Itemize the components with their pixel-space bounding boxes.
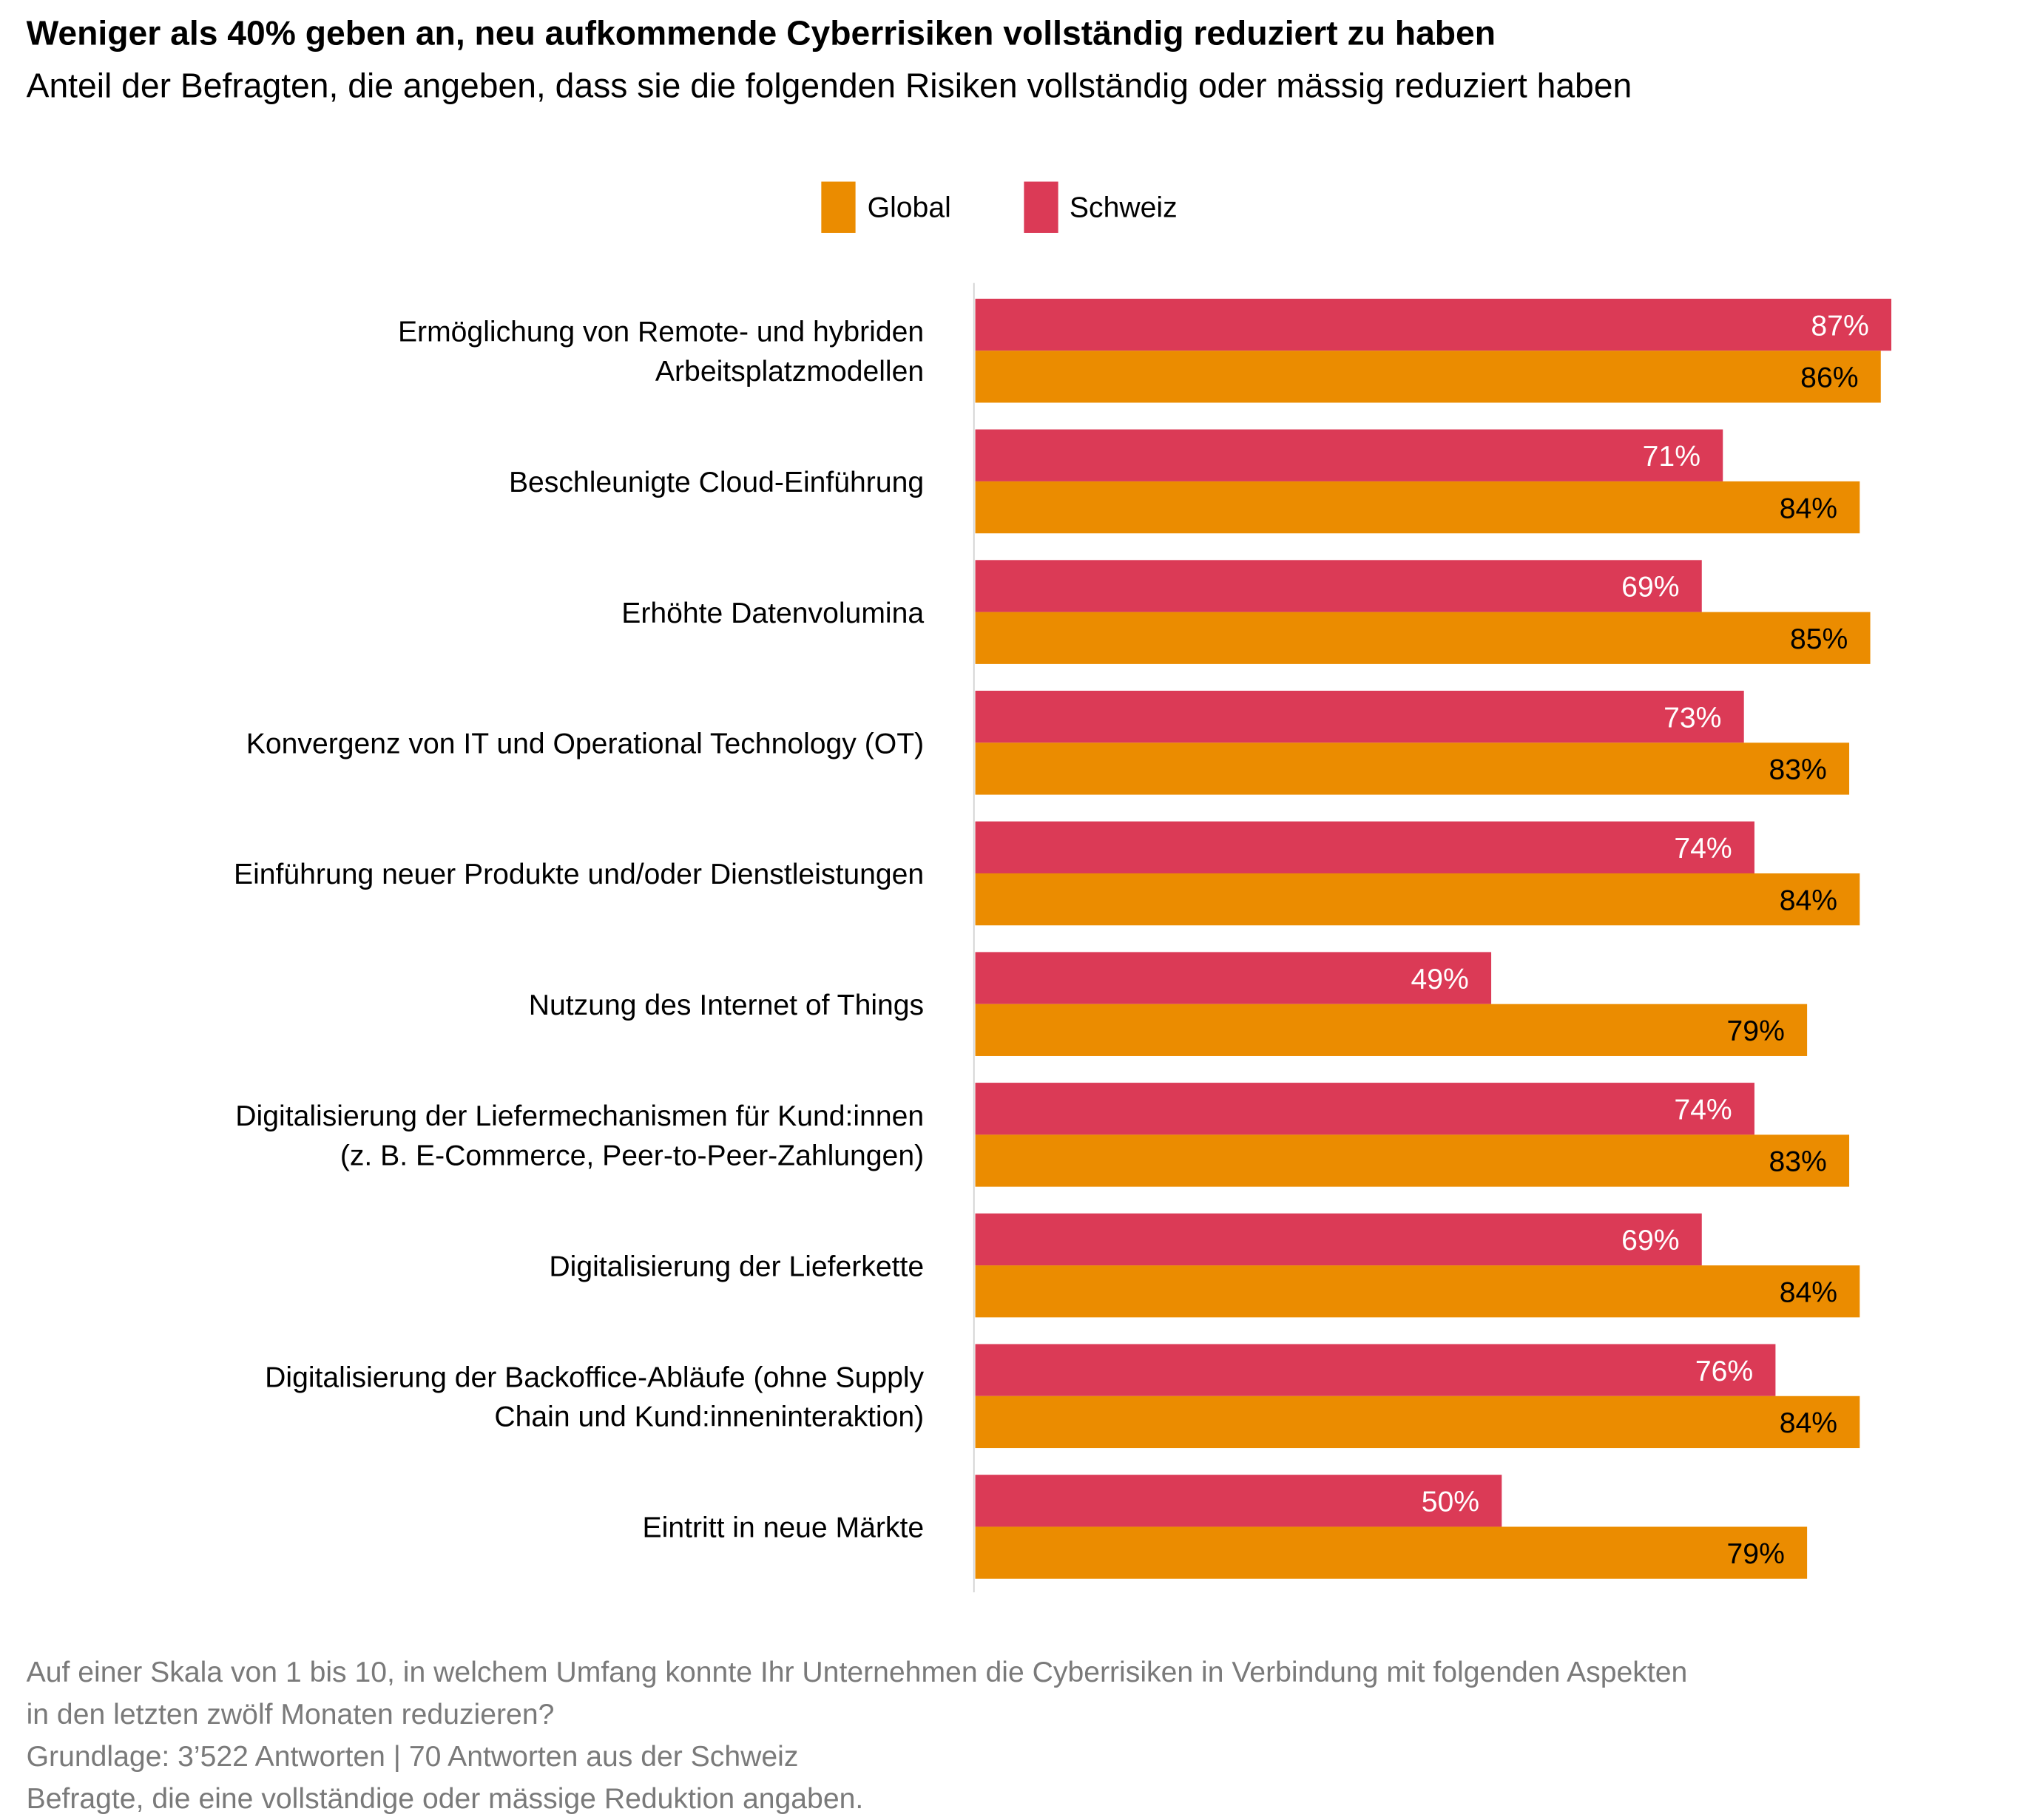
data-label-schweiz: 74%	[1674, 833, 1732, 865]
category-label: Einführung neuer Produkte und/oder Diens…	[234, 859, 924, 890]
bar-global	[975, 1526, 1808, 1579]
bar-schweiz	[975, 1213, 1702, 1266]
data-label-schweiz: 69%	[1621, 1225, 1679, 1256]
footnote-line: Auf einer Skala von 1 bis 10, in welchem…	[26, 1655, 1688, 1688]
legend-swatch-global	[821, 181, 856, 233]
data-label-global: 84%	[1780, 1407, 1837, 1439]
data-label-global: 79%	[1727, 1015, 1785, 1047]
bar-schweiz	[975, 1344, 1776, 1396]
category-label-line: Konvergenz von IT und Operational Techno…	[246, 728, 924, 760]
category-label-line: Digitalisierung der Lieferkette	[549, 1251, 924, 1282]
bar-global	[975, 873, 1860, 926]
chart-subtitle: Anteil der Befragten, die angeben, dass …	[26, 65, 1632, 106]
footnote-line: Befragte, die eine vollständige oder mäs…	[26, 1782, 864, 1815]
category-label: Beschleunigte Cloud-Einführung	[509, 467, 924, 498]
data-label-global: 86%	[1800, 362, 1858, 394]
data-label-schweiz: 76%	[1695, 1356, 1753, 1387]
bar-schweiz	[975, 691, 1744, 743]
bar-schweiz	[975, 1083, 1754, 1135]
bar-global	[975, 1004, 1808, 1056]
category-label: Erhöhte Datenvolumina	[621, 598, 924, 629]
category-label-line: Chain und Kund:inneninteraktion)	[494, 1401, 924, 1433]
footnote-line: in den letzten zwölf Monaten reduzieren?	[26, 1697, 555, 1731]
bar-schweiz	[975, 952, 1492, 1004]
bar-global	[975, 1265, 1860, 1318]
legend: Global Schweiz	[821, 181, 1249, 233]
category-label-line: Einführung neuer Produkte und/oder Diens…	[234, 859, 924, 890]
bar-schweiz	[975, 821, 1754, 873]
footnote: Auf einer Skala von 1 bis 10, in welchem…	[27, 1651, 1688, 1820]
category-label-line: Digitalisierung der Backoffice-Abläufe (…	[265, 1361, 924, 1393]
data-label-schweiz: 49%	[1411, 964, 1468, 995]
data-label-schweiz: 50%	[1422, 1486, 1479, 1518]
data-label-schweiz: 73%	[1664, 702, 1721, 734]
data-label-global: 84%	[1780, 884, 1837, 916]
category-label-line: Arbeitsplatzmodellen	[655, 356, 924, 388]
category-label-line: Erhöhte Datenvolumina	[621, 598, 924, 629]
category-label-line: Ermöglichung von Remote- und hybriden	[398, 317, 924, 348]
bar-global	[975, 1134, 1850, 1187]
legend-label-global: Global	[867, 190, 951, 223]
data-label-global: 84%	[1780, 1276, 1837, 1308]
bar-schweiz	[975, 560, 1702, 612]
data-label-global: 84%	[1780, 493, 1837, 524]
data-label-global: 83%	[1769, 754, 1826, 786]
category-label: Digitalisierung der Backoffice-Abläufe (…	[265, 1361, 924, 1432]
bar-schweiz	[975, 1475, 1502, 1527]
data-label-schweiz: 74%	[1674, 1094, 1732, 1126]
data-label-global: 85%	[1790, 623, 1848, 655]
data-label-global: 79%	[1727, 1538, 1785, 1570]
category-label: Eintritt in neue Märkte	[643, 1512, 925, 1544]
category-label-line: (z. B. E-Commerce, Peer-to-Peer-Zahlunge…	[340, 1140, 924, 1171]
legend-item-schweiz: Schweiz	[1023, 181, 1178, 233]
bar-schweiz	[975, 429, 1723, 481]
category-label: Digitalisierung der Lieferkette	[549, 1251, 924, 1282]
category-label: Nutzung des Internet of Things	[529, 990, 924, 1021]
category-label-line: Eintritt in neue Märkte	[643, 1512, 925, 1544]
bar-global	[975, 742, 1850, 795]
data-label-global: 83%	[1769, 1146, 1826, 1178]
bar-global	[975, 481, 1860, 534]
category-label: Ermöglichung von Remote- und hybriden Arb…	[398, 317, 924, 388]
legend-swatch-schweiz	[1023, 181, 1058, 233]
data-label-schweiz: 87%	[1811, 310, 1868, 342]
legend-item-global: Global	[821, 181, 951, 233]
category-label-line: Beschleunigte Cloud-Einführung	[509, 467, 924, 498]
category-label: Konvergenz von IT und Operational Techno…	[246, 728, 924, 760]
chart-title: Weniger als 40% geben an, neu aufkommend…	[26, 13, 1496, 53]
category-label: Digitalisierung der Liefermechanismen fü…	[235, 1100, 924, 1171]
bar-schweiz	[975, 298, 1891, 351]
category-label-line: Nutzung des Internet of Things	[529, 990, 924, 1021]
footnote-line: Grundlage: 3’522 Antworten | 70 Antworte…	[26, 1739, 799, 1773]
bar-global	[975, 612, 1871, 664]
category-label-line: Digitalisierung der Liefermechanismen fü…	[235, 1100, 924, 1132]
bar-global	[975, 351, 1881, 403]
data-label-schweiz: 71%	[1643, 441, 1700, 473]
data-label-schweiz: 69%	[1621, 572, 1679, 603]
legend-label-schweiz: Schweiz	[1069, 190, 1178, 223]
bar-global	[975, 1396, 1860, 1449]
